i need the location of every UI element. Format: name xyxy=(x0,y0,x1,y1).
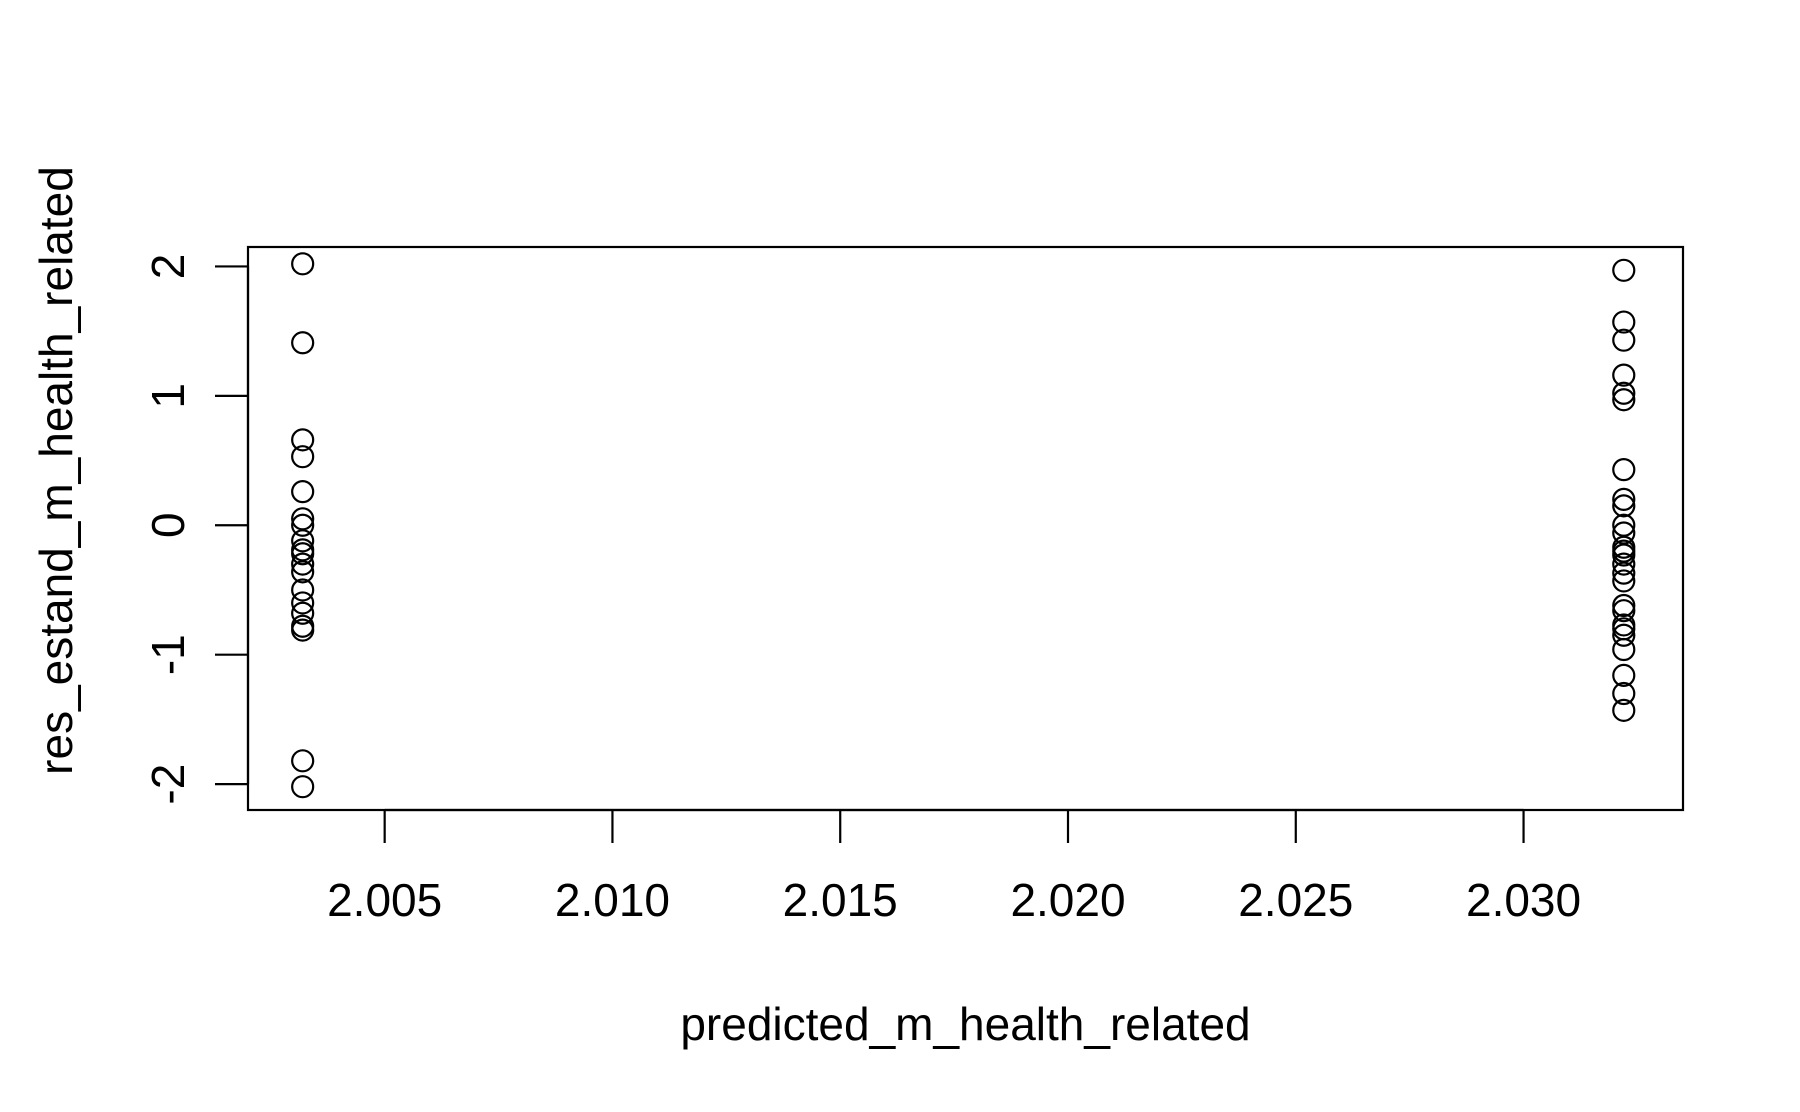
data-point xyxy=(1612,569,1636,593)
data-point xyxy=(1612,458,1636,482)
data-point xyxy=(291,252,315,276)
data-point xyxy=(291,480,315,504)
data-point xyxy=(1612,599,1636,623)
x-tick-label: 2.025 xyxy=(1238,874,1353,926)
x-tick-label: 2.015 xyxy=(783,874,898,926)
data-point xyxy=(291,542,315,566)
data-point xyxy=(291,591,315,615)
data-point xyxy=(1612,623,1636,647)
data-point xyxy=(1612,487,1636,511)
x-tick-label: 2.010 xyxy=(555,874,670,926)
data-point xyxy=(291,445,315,469)
data-point xyxy=(1612,539,1636,563)
y-tick-label: 0 xyxy=(142,512,194,538)
y-tick-label: -1 xyxy=(142,634,194,675)
data-point xyxy=(1612,513,1636,537)
y-axis-title: res_estand_m_health_related xyxy=(30,166,82,775)
data-point xyxy=(291,618,315,642)
data-point xyxy=(1612,310,1636,334)
data-point xyxy=(291,601,315,625)
data-point xyxy=(1612,363,1636,387)
data-point xyxy=(291,560,315,584)
y-tick-label: 2 xyxy=(142,254,194,280)
data-point xyxy=(1612,593,1636,618)
data-point xyxy=(291,529,315,553)
data-point xyxy=(1612,637,1636,662)
data-point xyxy=(1612,552,1636,576)
data-point xyxy=(291,775,315,799)
data-point xyxy=(1612,328,1636,352)
x-tick-label: 2.020 xyxy=(1010,874,1125,926)
data-point xyxy=(291,749,315,773)
data-point xyxy=(1612,494,1636,518)
data-point xyxy=(1612,258,1636,282)
x-axis: 2.005 2.010 2.015 2.020 2.025 2.030 xyxy=(327,808,1581,926)
data-points xyxy=(291,252,1636,799)
data-point xyxy=(1612,681,1636,706)
data-point xyxy=(291,428,315,452)
data-point xyxy=(291,513,315,537)
x-tick-label: 2.030 xyxy=(1466,874,1581,926)
y-axis: -2 -1 0 1 2 xyxy=(142,254,250,805)
data-point xyxy=(291,578,315,602)
x-tick-label: 2.005 xyxy=(327,874,442,926)
data-point xyxy=(1612,663,1636,687)
y-tick-label: 1 xyxy=(142,383,194,409)
data-point xyxy=(291,552,315,576)
data-point xyxy=(1612,381,1636,405)
x-axis-title: predicted_m_health_related xyxy=(680,998,1250,1050)
data-point xyxy=(1612,698,1636,722)
y-tick-label: -2 xyxy=(142,764,194,805)
data-point xyxy=(291,331,315,355)
data-point xyxy=(1612,388,1636,412)
